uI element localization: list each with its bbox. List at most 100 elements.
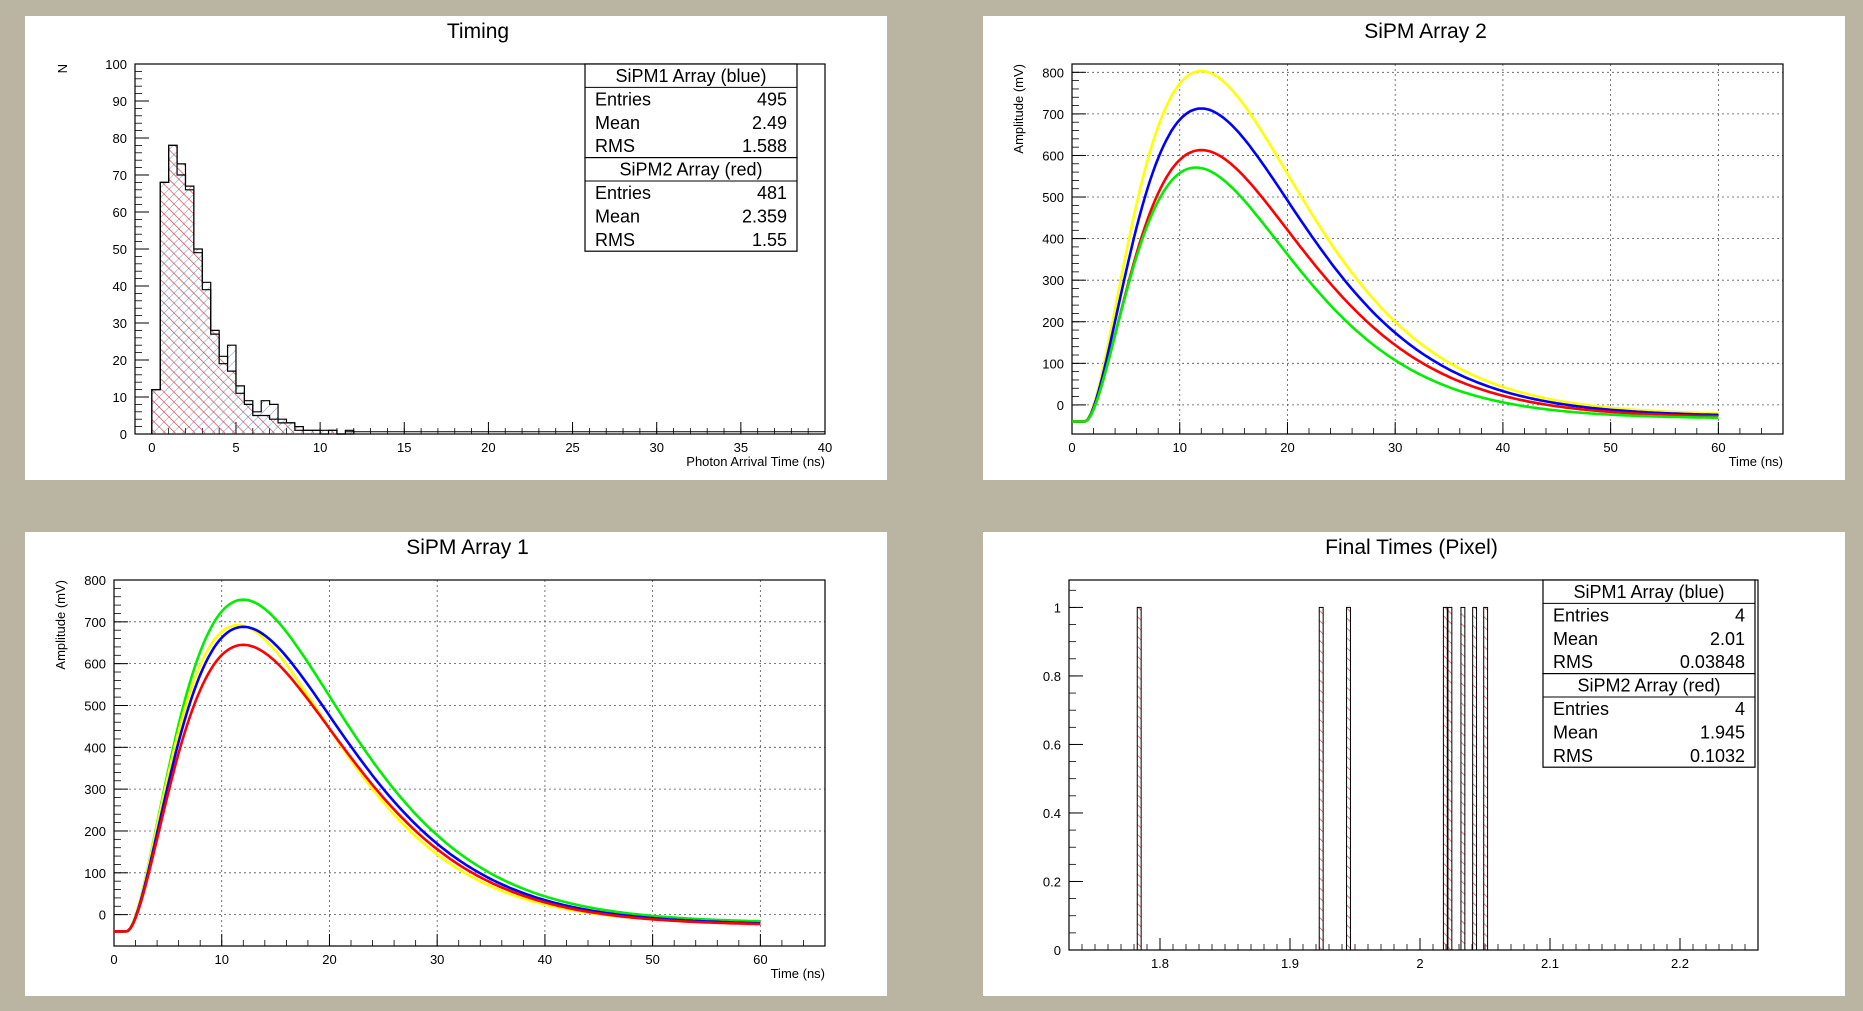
x-tick-label: 30 xyxy=(430,952,444,967)
y-axis-label: N xyxy=(55,64,70,73)
histogram-bar-blue xyxy=(278,419,287,434)
histogram-bar-blue xyxy=(151,389,161,434)
y-tick-label: 200 xyxy=(84,824,106,839)
y-axis-label: Amplitude (mV) xyxy=(53,580,68,670)
y-tick-label: 80 xyxy=(113,131,127,146)
histogram-bar-blue xyxy=(252,411,262,434)
stats-label: RMS xyxy=(1553,652,1593,672)
histogram-bar-blue xyxy=(227,345,236,434)
sipm-array-2-chart: SiPM Array 20 10 20 30 40 50 60010020030040050… xyxy=(1011,20,1784,469)
stats-label: Entries xyxy=(595,183,651,203)
x-tick-label: 35 xyxy=(734,440,748,455)
waveform-green xyxy=(1072,166,1719,423)
y-tick-label: 40 xyxy=(113,279,127,294)
y-tick-label: 70 xyxy=(113,168,127,183)
y-tick-label: 0 xyxy=(120,427,127,442)
stats-value: 4 xyxy=(1735,605,1745,625)
final-time-bar xyxy=(1483,606,1489,951)
x-tick-label: 30 xyxy=(1388,440,1402,455)
stats-box: SiPM1 Array (blue) Entries 495 Mean 2.49 RMS 1… xyxy=(584,63,798,252)
stats-label: Mean xyxy=(1553,629,1598,649)
y-tick-label: 0.4 xyxy=(1043,806,1061,821)
y-axis-label: Amplitude (mV) xyxy=(1011,64,1026,154)
stats-value: 1.588 xyxy=(742,136,787,156)
plot-frame xyxy=(1071,63,1784,435)
histogram-bar-blue xyxy=(210,334,220,434)
histogram-bar-blue xyxy=(286,422,295,434)
final-time-bar xyxy=(1318,606,1324,951)
final-time-bar xyxy=(1136,606,1142,951)
stats-value: 2.359 xyxy=(742,206,787,226)
y-tick-label: 400 xyxy=(1042,232,1064,247)
y-tick-label: 100 xyxy=(105,57,127,72)
stats-header: SiPM2 Array (red) xyxy=(619,160,762,180)
stats-label: Mean xyxy=(595,206,640,226)
x-tick-label: 50 xyxy=(645,952,659,967)
final-time-bar xyxy=(1346,606,1351,951)
y-tick-label: 0 xyxy=(99,908,106,923)
stats-label: Mean xyxy=(595,113,640,133)
stats-value: 495 xyxy=(757,89,787,109)
stats-label: Entries xyxy=(1553,699,1609,719)
stats-value: 2.49 xyxy=(752,113,787,133)
waveform-yellow xyxy=(1072,69,1719,423)
y-tick-label: 500 xyxy=(1042,190,1064,205)
x-tick-label: 2.2 xyxy=(1671,956,1689,971)
stats-value: 0.03848 xyxy=(1680,652,1745,672)
stats-label: RMS xyxy=(595,230,635,250)
timing-chart: Timing 0 5 10 15 20 25 30 35 40 0 10 20 30 40 50 60 70 80 9… xyxy=(55,20,832,469)
sipm-array-2-canvas: SiPM Array 2 0 10 20 30 40 50 60 0 100 200 300 400 50… xyxy=(983,16,1845,480)
stats-label: Mean xyxy=(1553,722,1598,742)
chart-title: SiPM Array 1 xyxy=(406,536,529,559)
x-tick-label: 0 xyxy=(1068,440,1075,455)
chart-title: Final Times (Pixel) xyxy=(1325,536,1498,559)
x-tick-label: 10 xyxy=(1172,440,1186,455)
x-tick-label: 40 xyxy=(1496,440,1510,455)
x-tick-label: 15 xyxy=(397,440,411,455)
plot-frame xyxy=(1068,579,1759,951)
y-tick-label: 600 xyxy=(84,657,106,672)
final-time-bar xyxy=(1447,606,1453,951)
y-tick-label: 0.6 xyxy=(1043,737,1061,752)
y-tick-label: 50 xyxy=(113,242,127,257)
final-time-bar xyxy=(1442,606,1448,951)
stats-value: 1.55 xyxy=(752,230,787,250)
y-tick-label: 60 xyxy=(113,205,127,220)
histogram-bar-blue xyxy=(160,182,169,434)
y-tick-label: 500 xyxy=(84,698,106,713)
x-tick-label: 5 xyxy=(232,440,239,455)
x-tick-label: 20 xyxy=(481,440,495,455)
y-tick-label: 100 xyxy=(1042,356,1064,371)
stats-value: 481 xyxy=(757,183,787,203)
histogram-bar-blue xyxy=(177,175,186,434)
x-tick-label: 20 xyxy=(322,952,336,967)
final-times-chart: Final Times (Pixel) 1.8 1.9 2 2.1 2.2 0 0.2 0.4 0… xyxy=(1043,536,1759,971)
plot-frame xyxy=(113,579,826,947)
waveform-red xyxy=(1072,148,1719,423)
y-tick-label: 0 xyxy=(1057,398,1064,413)
histogram-bar-blue xyxy=(328,430,337,434)
y-tick-label: 800 xyxy=(1042,65,1064,80)
y-tick-label: 700 xyxy=(1042,107,1064,122)
x-tick-label: 50 xyxy=(1603,440,1617,455)
y-tick-label: 20 xyxy=(113,353,127,368)
histogram-bar-blue xyxy=(202,282,211,434)
x-tick-label: 60 xyxy=(1711,440,1725,455)
final-time-bar xyxy=(1460,606,1466,951)
y-tick-label: 300 xyxy=(1042,273,1064,288)
y-tick-label: 100 xyxy=(84,866,106,881)
y-tick-label: 400 xyxy=(84,740,106,755)
x-tick-label: 40 xyxy=(538,952,552,967)
y-tick-label: 0.2 xyxy=(1043,874,1061,889)
histogram-bar-blue xyxy=(219,363,228,434)
final-time-bar xyxy=(1472,606,1478,951)
x-tick-label: 30 xyxy=(649,440,663,455)
y-tick-label: 200 xyxy=(1042,315,1064,330)
stats-value: 2.01 xyxy=(1710,629,1745,649)
stats-header: SiPM1 Array (blue) xyxy=(1573,582,1724,602)
chart-title: Timing xyxy=(447,20,509,43)
stats-block xyxy=(1542,673,1756,768)
x-tick-label: 1.8 xyxy=(1151,956,1169,971)
histogram-bar-blue xyxy=(311,430,321,434)
histogram-bar-blue xyxy=(261,400,270,434)
